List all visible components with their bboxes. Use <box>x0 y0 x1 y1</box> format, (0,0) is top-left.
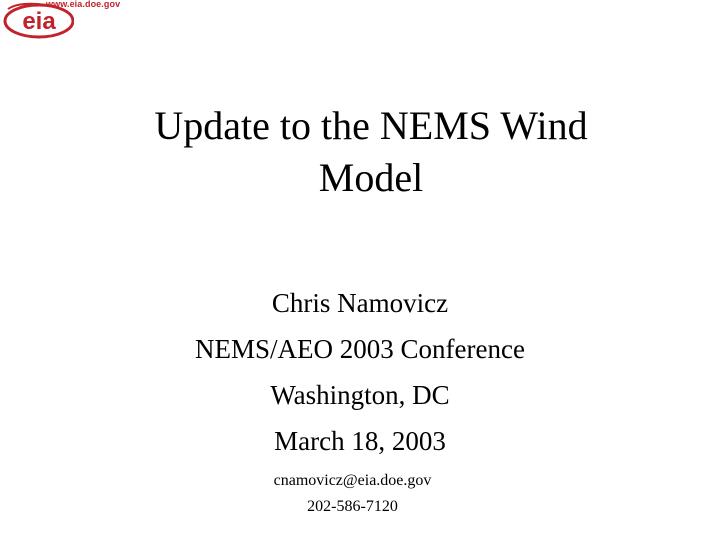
author-name: Chris Namovicz <box>271 288 449 318</box>
event-date: March 18, 2003 <box>274 426 446 456</box>
contact-email: cnamovicz@eia.doe.gov <box>273 472 432 489</box>
slide-title-line-2: Model <box>318 155 424 200</box>
slide-title-line-1: Update to the NEMS Wind <box>154 103 588 148</box>
eia-logo-mark: eia <box>3 2 74 39</box>
presenter-info: Chris Namovicz NEMS/AEO 2003 Conference … <box>110 280 610 464</box>
eia-logo-letters: eia <box>22 8 56 35</box>
contact-phone: 202-586-7120 <box>307 498 398 515</box>
eia-logo: eia www.eia.doe.gov <box>2 0 132 44</box>
event-location: Washington, DC <box>270 380 450 410</box>
slide-title: Update to the NEMS Wind Model <box>90 100 652 204</box>
event-name: NEMS/AEO 2003 Conference <box>195 334 525 364</box>
eia-logo-url: www.eia.doe.gov <box>46 0 121 9</box>
contact-info: cnamovicz@eia.doe.gov 202-586-7120 <box>200 468 505 520</box>
